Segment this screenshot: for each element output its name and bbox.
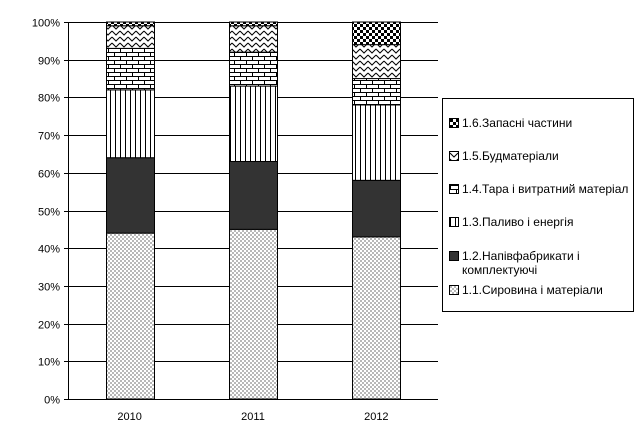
y-tick-label: 30% [38,282,60,294]
legend-swatch-building-materials [449,151,459,161]
y-tick-label: 60% [38,169,60,181]
x-axis-labels: 2010 2011 2012 [117,411,388,423]
legend: 1.6.Запасні частини 1.5.Будматеріали 1.4… [442,98,634,312]
bar-segment [352,44,401,80]
legend-label: 1.5.Будматеріали [462,149,559,163]
legend-swatch-fuel-energy [449,217,459,227]
y-tick-label: 80% [38,93,60,105]
x-tick-label: 2011 [241,411,265,423]
bar-segment [352,21,401,46]
legend-swatch-packaging [449,184,459,194]
bar-segment [229,85,278,162]
legend-item-fuel-energy: 1.3.Паливо і енергія [449,215,632,229]
legend-item-spare-parts: 1.6.Запасні частини [449,116,632,130]
y-tick-label: 0% [44,395,60,407]
legend-label: 1.3.Паливо і енергія [462,215,574,229]
legend-label: 1.1.Сировина і матеріали [462,283,603,297]
legend-swatch-spare-parts [449,118,459,128]
legend-swatch-raw-materials [449,285,459,295]
legend-item-packaging: 1.4.Тара і витратний матеріал [449,182,632,196]
legend-swatch-semi-finished [449,251,459,261]
bar-segment [352,236,401,400]
bar-segment [106,232,155,400]
y-tick-label: 50% [38,207,60,219]
legend-label: 1.2.Напівфабрикати і комплектуючі [462,249,580,277]
bar-segment [106,47,155,91]
bar-segment [352,179,401,238]
x-tick-label: 2010 [117,411,141,423]
bar-segment [106,25,155,49]
y-tick-label: 90% [38,56,60,68]
bar-segment [229,160,278,230]
bar-segment [229,228,278,400]
legend-item-raw-materials: 1.1.Сировина і матеріали [449,283,632,297]
y-tick-label: 40% [38,244,60,256]
y-tick-label: 70% [38,131,60,143]
bar-segment [106,89,155,159]
legend-item-semi-finished: 1.2.Напівфабрикати і комплектуючі [449,249,632,277]
legend-label: 1.4.Тара і витратний матеріал [462,182,629,196]
legend-label: 1.6.Запасні частини [462,116,573,130]
bar-segment [352,78,401,106]
bar-segment [352,104,401,181]
bar-segment [229,21,278,27]
bar-segment [229,25,278,53]
legend-item-building-materials: 1.5.Будматеріали [449,149,632,163]
bar-segment [229,51,278,87]
y-tick-label: 10% [38,357,60,369]
x-tick-label: 2012 [364,411,388,423]
bar-segment [106,21,155,27]
y-axis-labels: 0% 10% 20% 30% 40% 50% 60% 70% 80% 90% 100% [32,18,60,407]
bar-segment [106,157,155,234]
y-tick-label: 20% [38,320,60,332]
y-tick-label: 100% [32,18,60,30]
bars [106,21,401,400]
